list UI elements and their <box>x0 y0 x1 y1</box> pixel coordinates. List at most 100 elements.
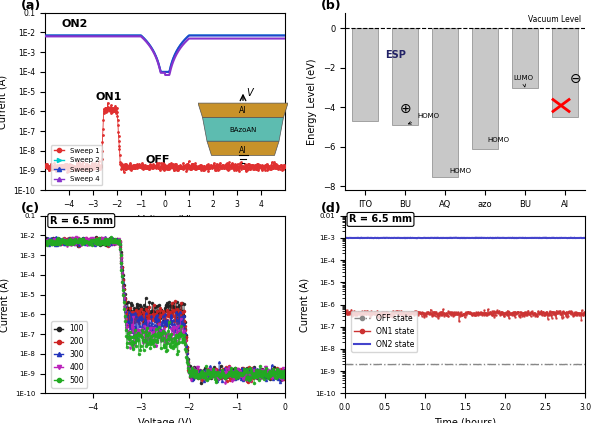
Text: OFF: OFF <box>146 155 170 165</box>
200 <box>239 374 246 379</box>
Bar <box>432 28 458 176</box>
Text: HOMO: HOMO <box>487 137 509 143</box>
Sweep 1 <box>104 100 112 105</box>
Text: ON1: ON1 <box>95 91 122 102</box>
Bar <box>352 28 378 121</box>
Sweep 4 <box>183 38 190 43</box>
Sweep 4 <box>84 34 91 39</box>
ON1 state <box>502 310 509 316</box>
Line: Sweep 4: Sweep 4 <box>45 36 285 75</box>
Line: 100: 100 <box>44 236 286 385</box>
300 <box>52 234 59 239</box>
ON1 state <box>341 309 349 314</box>
200 <box>156 319 163 324</box>
OFF state <box>384 362 391 367</box>
100 <box>277 374 284 379</box>
200 <box>244 379 251 384</box>
Sweep 3 <box>84 33 91 38</box>
Bar <box>512 28 538 88</box>
ON1 state <box>523 310 530 315</box>
400 <box>41 242 49 247</box>
Text: HOMO: HOMO <box>449 168 471 173</box>
Sweep 1 <box>195 164 202 169</box>
400 <box>73 235 80 240</box>
Polygon shape <box>198 103 288 117</box>
Sweep 2 <box>183 35 190 40</box>
Text: V: V <box>247 88 253 99</box>
500 <box>239 372 246 377</box>
500 <box>41 239 49 244</box>
Legend: 100, 200, 300, 400, 500: 100, 200, 300, 400, 500 <box>51 321 87 388</box>
Sweep 1 <box>56 168 64 173</box>
Bar <box>552 28 578 117</box>
200 <box>74 235 82 240</box>
Sweep 3 <box>202 33 209 38</box>
ON2 state <box>384 235 391 240</box>
Sweep 4 <box>202 36 209 41</box>
300 <box>172 327 179 332</box>
Sweep 2 <box>281 33 289 38</box>
400 <box>172 336 179 341</box>
ON2 state <box>484 235 491 240</box>
Y-axis label: Current (A): Current (A) <box>299 277 310 332</box>
ON2 state <box>404 235 411 240</box>
200 <box>185 367 192 372</box>
400 <box>156 321 163 327</box>
Text: Al: Al <box>239 106 247 115</box>
100 <box>197 381 205 386</box>
300 <box>281 372 289 377</box>
400 <box>277 372 284 377</box>
Line: 400: 400 <box>44 236 286 385</box>
OFF state <box>451 362 458 367</box>
Bar <box>472 28 498 149</box>
ON2 state <box>502 235 509 240</box>
Sweep 2 <box>202 33 209 38</box>
Polygon shape <box>207 141 279 156</box>
500 <box>156 332 163 337</box>
Text: $\ominus$: $\ominus$ <box>569 72 581 86</box>
Sweep 3 <box>281 33 289 38</box>
OFF state <box>404 362 411 367</box>
Sweep 4 <box>41 34 49 39</box>
Y-axis label: Current (A): Current (A) <box>0 74 8 129</box>
100 <box>281 369 289 374</box>
100 <box>185 362 192 367</box>
300 <box>277 374 284 379</box>
Sweep 1 <box>224 167 231 172</box>
Text: (a): (a) <box>21 0 41 12</box>
Line: Sweep 3: Sweep 3 <box>45 36 285 72</box>
Text: Al: Al <box>239 146 247 155</box>
500 <box>185 366 192 371</box>
Text: ESP: ESP <box>385 50 406 60</box>
400 <box>222 381 229 386</box>
ON2 state <box>341 236 349 241</box>
200 <box>172 299 179 304</box>
Sweep 2 <box>157 69 164 74</box>
ON2 state <box>523 236 530 241</box>
Line: 200: 200 <box>44 236 286 383</box>
300 <box>276 379 283 385</box>
Sweep 4 <box>150 50 157 55</box>
200 <box>157 313 164 318</box>
200 <box>281 370 289 375</box>
Text: LUMO: LUMO <box>513 75 533 87</box>
400 <box>157 338 164 343</box>
ON2 state <box>451 235 458 240</box>
Sweep 3 <box>223 33 230 38</box>
Y-axis label: Current (A): Current (A) <box>0 277 10 332</box>
Sweep 3 <box>41 33 49 38</box>
Line: OFF state: OFF state <box>345 364 585 365</box>
OFF state <box>502 362 509 367</box>
200 <box>41 239 49 244</box>
Sweep 1 <box>281 164 289 169</box>
ON1 state <box>484 312 491 317</box>
Sweep 4 <box>223 36 230 41</box>
Sweep 3 <box>157 69 164 74</box>
ON1 state <box>581 310 589 315</box>
Line: Sweep 2: Sweep 2 <box>45 35 285 72</box>
400 <box>239 376 246 381</box>
Sweep 1 <box>181 163 188 168</box>
500 <box>107 234 115 239</box>
Y-axis label: Energy Level (eV): Energy Level (eV) <box>307 58 317 145</box>
300 <box>239 367 246 372</box>
